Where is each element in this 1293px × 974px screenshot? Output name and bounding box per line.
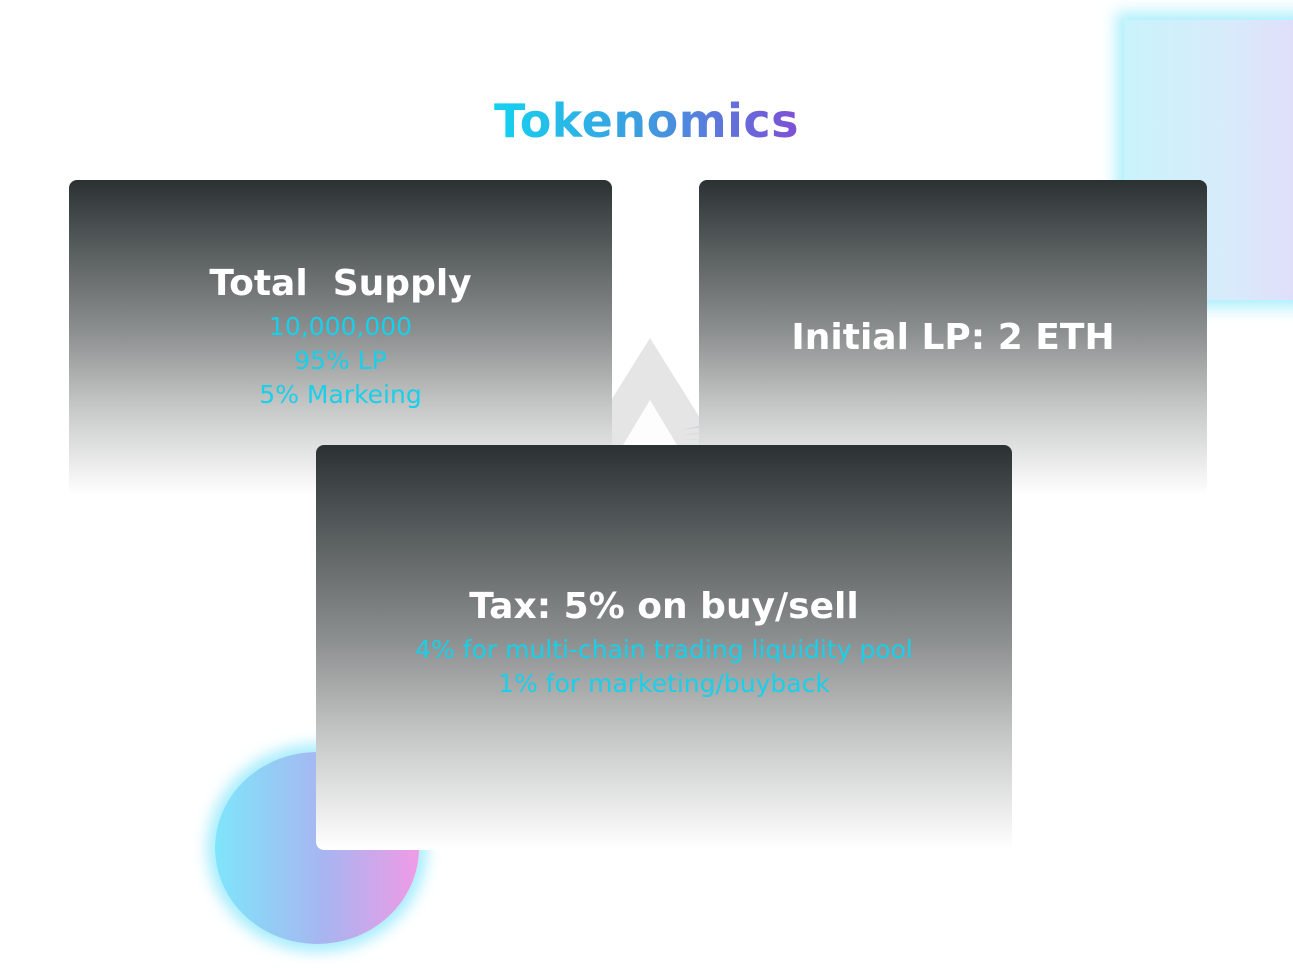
marketing-allocation: 5% Markeing: [259, 380, 422, 409]
total-supply-amount: 10,000,000: [268, 312, 413, 341]
total-supply-card: Total Supply 10,000,000 95% LP 5% Markei…: [69, 180, 612, 495]
initial-lp-card: Initial LP: 2 ETH: [699, 180, 1207, 495]
tax-card: Tax: 5% on buy/sell 4% for multi-chain t…: [316, 445, 1012, 850]
tax-marketing-line: 1% for marketing/buyback: [498, 669, 830, 698]
page-title-text: Tokenomics: [493, 94, 800, 148]
tax-title: Tax: 5% on buy/sell: [469, 586, 859, 627]
lp-allocation: 95% LP: [294, 346, 387, 375]
tax-details: 4% for multi-chain trading liquidity poo…: [316, 633, 1012, 701]
tax-liquidity-line: 4% for multi-chain trading liquidity poo…: [415, 635, 913, 664]
initial-lp-title: Initial LP: 2 ETH: [791, 317, 1115, 358]
page-title: Tokenomics: [0, 93, 1293, 149]
total-supply-details: 10,000,000 95% LP 5% Markeing: [69, 310, 612, 412]
total-supply-title: Total Supply: [209, 263, 472, 304]
